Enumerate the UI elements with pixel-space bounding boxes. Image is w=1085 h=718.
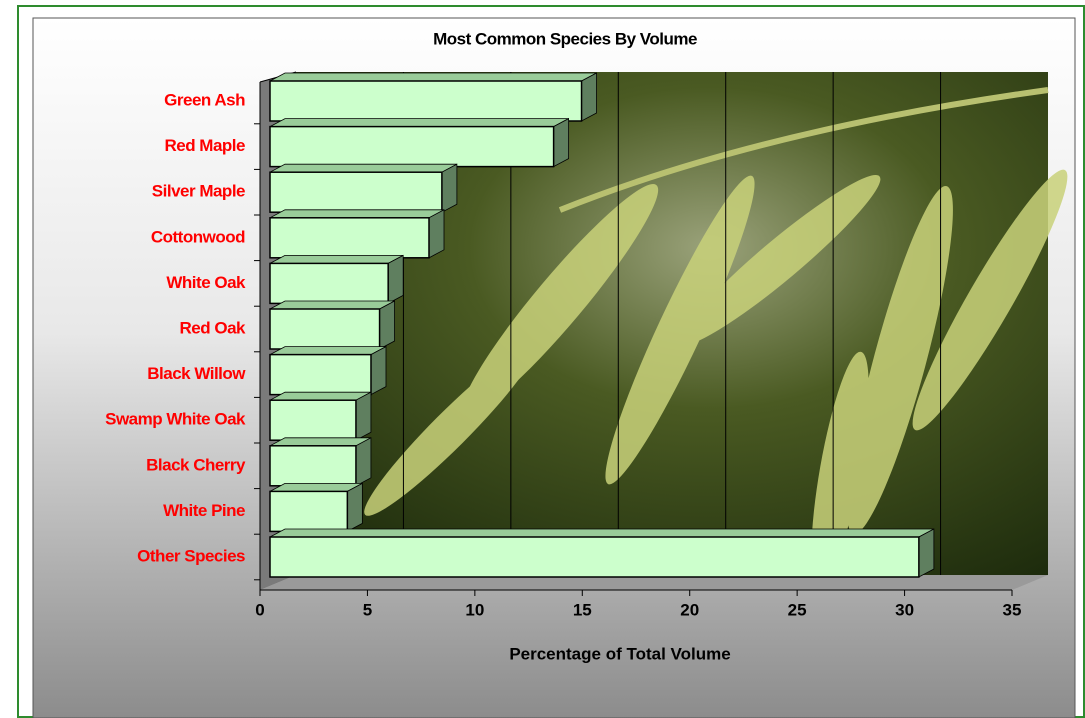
x-tick-label: 10 xyxy=(465,600,484,619)
x-tick-label: 20 xyxy=(680,600,699,619)
y-tick-label: Red Maple xyxy=(164,136,245,155)
bar-top xyxy=(270,483,362,491)
bar-top xyxy=(270,392,371,400)
chart: Most Common Species By Volume Percentage… xyxy=(0,0,1085,718)
x-tick-label: 15 xyxy=(573,600,592,619)
y-tick-label: Silver Maple xyxy=(152,182,245,201)
bar-side xyxy=(582,73,597,121)
bar-side xyxy=(554,119,569,167)
y-tick-label: White Oak xyxy=(166,273,246,292)
bar-top xyxy=(270,210,444,218)
x-axis-title: Percentage of Total Volume xyxy=(509,644,730,663)
bar xyxy=(270,81,582,121)
bar xyxy=(270,263,388,303)
x-tick-label: 35 xyxy=(1003,600,1022,619)
x-tick-label: 5 xyxy=(363,600,372,619)
bar-side xyxy=(919,529,934,577)
bar xyxy=(270,446,356,486)
bar-side xyxy=(347,483,362,531)
bar-side xyxy=(388,255,403,303)
bar-side xyxy=(429,210,444,258)
bar-side xyxy=(442,164,457,212)
bar-side xyxy=(356,392,371,440)
bar-top xyxy=(270,164,457,172)
bar xyxy=(270,172,442,212)
chart-title: Most Common Species By Volume xyxy=(433,29,697,48)
y-tick-label: Black Willow xyxy=(147,364,246,383)
y-tick-label: Other Species xyxy=(137,546,245,565)
bar-side xyxy=(380,301,395,349)
y-tick-label: Green Ash xyxy=(164,90,245,109)
bar-top xyxy=(270,301,395,309)
x-tick-label: 0 xyxy=(255,600,264,619)
bar xyxy=(270,491,347,531)
bar xyxy=(270,218,429,258)
y-tick-label: Red Oak xyxy=(180,318,247,337)
x-tick-label: 25 xyxy=(788,600,807,619)
bar xyxy=(270,309,380,349)
y-tick-label: Swamp White Oak xyxy=(105,410,246,429)
bar-top xyxy=(270,255,403,263)
bar-side xyxy=(356,438,371,486)
bar-top xyxy=(270,438,371,446)
bar xyxy=(270,537,919,577)
y-tick-label: Black Cherry xyxy=(146,455,246,474)
bar-top xyxy=(270,73,597,81)
bar-top xyxy=(270,119,569,127)
bar-side xyxy=(371,347,386,395)
bar xyxy=(270,127,554,167)
bar xyxy=(270,355,371,395)
y-tick-label: White Pine xyxy=(163,501,245,520)
y-tick-label: Cottonwood xyxy=(151,227,245,246)
bar xyxy=(270,400,356,440)
bar-top xyxy=(270,529,934,537)
x-tick-label: 30 xyxy=(895,600,914,619)
bar-top xyxy=(270,347,386,355)
